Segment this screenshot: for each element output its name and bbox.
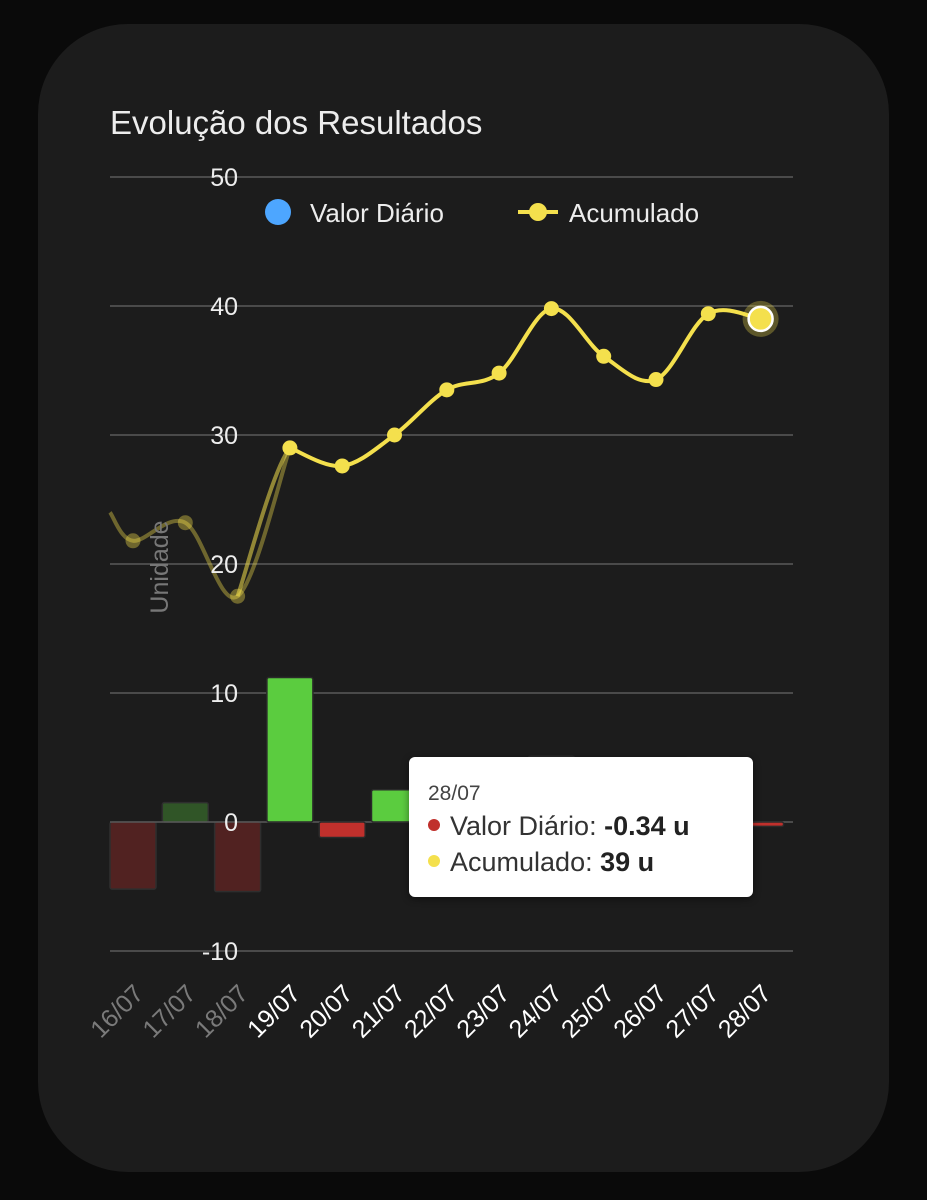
chart-tooltip: 28/07 Valor Diário: -0.34 u Acumulado: 3… xyxy=(409,757,753,897)
x-tick-label: 28/07 xyxy=(713,979,777,1043)
point-acumulado[interactable] xyxy=(282,440,298,456)
tooltip-label-valor-diario: Valor Diário xyxy=(450,811,590,841)
tooltip-label-acumulado: Acumulado xyxy=(450,847,586,877)
tooltip-value-valor-diario: -0.34 u xyxy=(604,811,690,841)
x-tick-label: 16/07 xyxy=(85,979,149,1043)
point-acumulado[interactable] xyxy=(177,515,193,531)
x-tick-label: 22/07 xyxy=(399,979,463,1043)
point-acumulado[interactable] xyxy=(747,305,774,333)
bar-valor-diario[interactable] xyxy=(266,676,314,823)
x-tick-label: 19/07 xyxy=(242,979,306,1043)
tooltip-date: 28/07 xyxy=(428,782,481,805)
x-tick-label: 23/07 xyxy=(451,979,515,1043)
tooltip-row-acumulado: Acumulado: 39 u xyxy=(428,847,654,878)
x-tick-label: 26/07 xyxy=(608,979,672,1043)
x-tick-label: 20/07 xyxy=(294,979,358,1043)
bar-valor-diario[interactable] xyxy=(161,801,210,823)
grid-layer xyxy=(110,176,793,952)
tooltip-value-acumulado: 39 u xyxy=(600,847,655,877)
x-tick-label: 18/07 xyxy=(190,979,254,1043)
bar-valor-diario[interactable] xyxy=(318,821,366,839)
y-tick-label: 10 xyxy=(210,680,238,708)
line-acumulado xyxy=(289,306,762,468)
point-acumulado[interactable] xyxy=(543,301,559,317)
y-tick-label: 30 xyxy=(210,422,238,450)
line-acumulado-faded xyxy=(108,447,292,600)
point-acumulado[interactable] xyxy=(700,306,716,322)
point-acumulado[interactable] xyxy=(334,458,350,474)
x-axis: 16/0717/0718/0719/0720/0721/0722/0723/07… xyxy=(85,979,777,1043)
chart-title: Evolução dos Resultados xyxy=(110,104,483,141)
tooltip-dot-acumulado xyxy=(428,854,440,867)
point-acumulado[interactable] xyxy=(648,372,664,388)
tooltip-dot-valor-diario xyxy=(428,818,440,831)
legend-label-acumulado: Acumulado xyxy=(569,198,699,228)
legend-label-valor-diario: Valor Diário xyxy=(310,198,444,228)
point-acumulado[interactable] xyxy=(491,365,507,381)
x-tick-label: 27/07 xyxy=(661,979,725,1043)
y-tick-label: 40 xyxy=(210,293,238,321)
point-acumulado[interactable] xyxy=(125,533,141,549)
line-layer xyxy=(108,300,779,604)
point-acumulado[interactable] xyxy=(596,348,612,364)
bar-valor-diario[interactable] xyxy=(213,821,262,893)
y-tick-label: 20 xyxy=(210,551,238,579)
y-tick-label: 0 xyxy=(224,809,238,837)
chart-legend[interactable]: Valor Diário Acumulado xyxy=(265,198,699,228)
line-acumulado-transition xyxy=(235,446,292,597)
x-tick-label: 25/07 xyxy=(556,979,620,1043)
bar-valor-diario[interactable] xyxy=(109,821,157,890)
x-tick-label: 17/07 xyxy=(138,979,202,1043)
chart-card xyxy=(38,24,889,1172)
x-tick-label: 24/07 xyxy=(504,979,568,1043)
tooltip-row-valor-diario: Valor Diário: -0.34 u xyxy=(428,811,690,842)
y-axis-label: Unidade xyxy=(146,520,174,613)
legend-marker-valor-diario xyxy=(265,199,291,225)
legend-marker-acumulado xyxy=(529,203,547,221)
point-acumulado[interactable] xyxy=(439,382,455,398)
y-tick-label: -10 xyxy=(202,938,238,966)
legend-item-acumulado[interactable]: Acumulado xyxy=(518,198,699,228)
legend-item-valor-diario[interactable]: Valor Diário xyxy=(265,198,444,228)
y-tick-label: 50 xyxy=(210,164,238,192)
x-tick-label: 21/07 xyxy=(347,979,411,1043)
point-acumulado[interactable] xyxy=(387,427,402,443)
point-acumulado[interactable] xyxy=(230,588,246,604)
y-axis: -10 0 10 20 30 40 50 xyxy=(202,164,238,966)
